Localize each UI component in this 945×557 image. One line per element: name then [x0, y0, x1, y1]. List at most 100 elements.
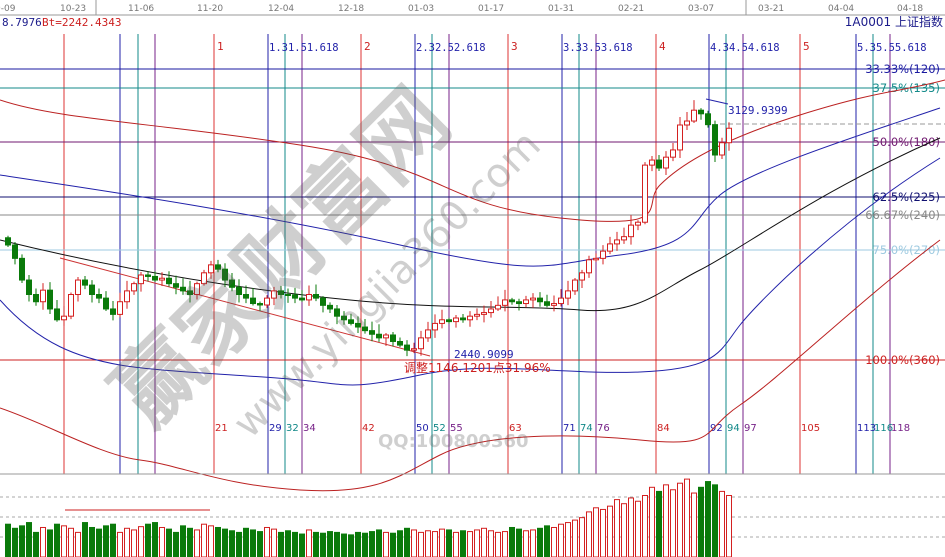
volume-bar	[145, 523, 151, 557]
candle-body	[327, 304, 333, 310]
candle-body	[390, 334, 396, 342]
cycle-label: 2	[364, 40, 371, 53]
candle-body	[383, 334, 389, 339]
lower-red-band	[0, 239, 941, 492]
volume-bar	[159, 526, 165, 557]
candle	[537, 292, 543, 307]
candle	[509, 297, 515, 305]
count-label: 92	[710, 423, 723, 434]
volume-bar	[75, 531, 81, 557]
candle	[502, 289, 508, 312]
candle	[691, 100, 697, 124]
volume-bar	[313, 531, 319, 557]
upper-red-band	[0, 79, 945, 222]
date-tick: 12-04	[268, 4, 294, 14]
volume-bar	[117, 531, 123, 557]
candle	[404, 340, 410, 357]
volume-bar	[40, 526, 46, 557]
candle	[600, 245, 606, 265]
fib-cycle-label: 2.32.52.618	[416, 42, 486, 54]
fib-cycle-label: 1.31.51.618	[269, 42, 339, 54]
candle-body	[467, 315, 473, 321]
candle-body	[271, 290, 277, 299]
candle	[89, 280, 95, 303]
candle-body	[376, 333, 382, 339]
candle	[530, 293, 536, 308]
candle	[250, 288, 256, 306]
candle	[586, 255, 592, 278]
price-level-label: 100.0%(360)	[865, 353, 940, 367]
candle	[495, 296, 501, 311]
candle	[348, 313, 354, 326]
candle	[607, 236, 613, 255]
volume-bar	[705, 481, 711, 557]
candle-body	[460, 317, 466, 321]
candle-body	[33, 294, 39, 303]
candle	[187, 280, 193, 303]
volume-bar	[425, 530, 431, 557]
candle-body	[201, 272, 207, 285]
candle	[152, 271, 158, 283]
candle-body	[684, 120, 690, 126]
date-tick: 01-03	[408, 4, 434, 14]
candle-body	[411, 348, 417, 351]
candle-body	[180, 286, 186, 292]
candle	[82, 276, 88, 290]
cycle-label: 3	[511, 40, 518, 53]
candle	[474, 308, 480, 321]
candle-body	[586, 259, 592, 274]
candle	[145, 270, 151, 282]
upper-blue-band	[0, 107, 941, 267]
low-label: 2440.9099	[454, 348, 514, 361]
volume-bar	[558, 523, 564, 557]
candle-body	[285, 294, 291, 297]
candle-body	[26, 279, 32, 296]
candle	[544, 294, 550, 308]
volume-bar	[208, 525, 214, 557]
count-label: 63	[509, 423, 522, 434]
candle	[180, 278, 186, 295]
candle-body	[5, 237, 11, 246]
date-tick: 01-17	[478, 4, 504, 14]
cycle-label: 1	[217, 40, 224, 53]
volume-bar	[446, 529, 452, 557]
bt-value: Bt=2242.4343	[42, 16, 121, 29]
candle-body	[453, 317, 459, 323]
candle	[138, 271, 144, 292]
volume-bar	[656, 490, 662, 557]
candle	[194, 281, 200, 300]
candle-body	[19, 257, 25, 281]
volume-bar	[523, 530, 529, 557]
candle-body	[516, 301, 522, 305]
volume-bar	[187, 527, 193, 557]
volume-bar	[82, 522, 88, 557]
price-level-label: 62.5%(225)	[873, 190, 940, 204]
candle	[341, 311, 347, 325]
volume-bar	[250, 529, 256, 557]
candle-body	[54, 308, 60, 321]
candle	[103, 291, 109, 311]
volume-bar	[271, 528, 277, 557]
candle	[558, 289, 564, 307]
volume-bar	[691, 492, 697, 557]
volume-bar	[236, 531, 242, 557]
candle	[131, 281, 137, 295]
candle	[390, 331, 396, 347]
candle-body	[159, 277, 165, 281]
volume-bar	[474, 529, 480, 557]
candle-body	[131, 283, 137, 292]
volume-bar	[530, 529, 536, 557]
candle-body	[96, 294, 102, 299]
volume-bar	[488, 530, 494, 557]
candle	[40, 283, 46, 310]
candle	[12, 241, 18, 265]
candle-body	[705, 113, 711, 126]
candle-body	[243, 294, 249, 299]
candle-body	[607, 243, 613, 252]
candle	[677, 117, 683, 158]
volume-bar	[110, 523, 116, 557]
candle	[229, 273, 235, 292]
candle-body	[656, 159, 662, 169]
candle	[593, 253, 599, 262]
